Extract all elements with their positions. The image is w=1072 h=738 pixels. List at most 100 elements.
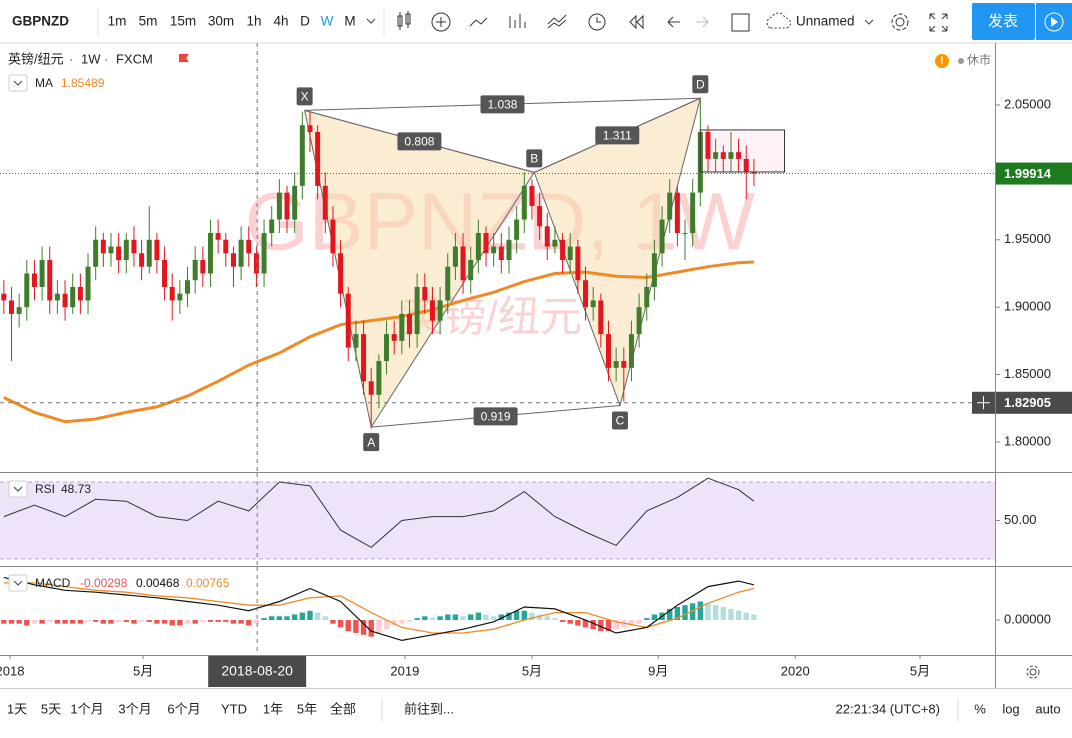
macd-pane [1, 576, 757, 642]
histogram-bar [115, 619, 122, 622]
symbol[interactable]: GBPNZD [12, 14, 69, 29]
histogram-bar [238, 619, 244, 624]
rsi-legend-name: RSI [35, 482, 55, 496]
candle-body [70, 286, 76, 308]
candle-body [605, 334, 611, 368]
replay-icon[interactable] [629, 14, 644, 30]
interval[interactable]: M [344, 14, 355, 29]
histogram-bar [521, 610, 527, 620]
histogram-bar [54, 619, 61, 624]
ratio-box [473, 407, 518, 426]
collapse-button[interactable] [8, 480, 28, 498]
histogram-bar [62, 619, 68, 624]
histogram-bar [269, 616, 275, 620]
publish-button[interactable] [972, 3, 1035, 40]
collapse-button[interactable] [8, 74, 28, 92]
collapse-button[interactable] [8, 574, 28, 592]
histogram-bar [468, 614, 474, 620]
range-button[interactable]: 5年 [297, 701, 317, 716]
scale-option[interactable]: auto [1035, 701, 1060, 716]
candle-body [743, 158, 749, 173]
range-button[interactable]: 1年 [263, 701, 283, 716]
histogram-bar [689, 603, 696, 620]
expand-icon[interactable] [929, 13, 948, 32]
histogram-bar [330, 619, 336, 624]
scale-option[interactable]: % [974, 701, 986, 716]
interval[interactable]: 15m [170, 14, 196, 29]
undo-icon[interactable] [667, 16, 680, 28]
range-button[interactable]: 1天 [7, 701, 27, 716]
range-button[interactable]: 1个月 [70, 701, 103, 716]
histogram-bar [697, 601, 704, 620]
chart-type-icon[interactable] [397, 11, 411, 30]
candle-body [131, 239, 137, 254]
clock: 22:21:34 (UTC+8) [836, 701, 940, 716]
scale-option[interactable]: log [1002, 701, 1019, 716]
range-button[interactable]: 6个月 [167, 701, 200, 716]
candle-body [544, 226, 550, 247]
dropdown-icon[interactable] [864, 19, 874, 25]
candle-body [590, 300, 596, 308]
indicator-icon[interactable] [469, 17, 488, 27]
candle-body [200, 259, 206, 274]
histogram-bar [291, 614, 298, 620]
layout-name[interactable]: Unnamed [796, 14, 855, 29]
histogram-bar [552, 618, 558, 620]
dropdown-icon[interactable] [366, 18, 376, 24]
histogram-bar [276, 616, 283, 620]
candle-body [422, 286, 428, 301]
candle-body [406, 313, 412, 335]
compare-icon[interactable] [431, 12, 451, 32]
interval[interactable]: 5m [139, 14, 158, 29]
publish-label[interactable]: 发表 [988, 13, 1018, 30]
candle-body [192, 259, 198, 281]
financials-icon[interactable] [509, 14, 526, 28]
histogram-bar [284, 616, 290, 620]
macd-line [3, 576, 755, 642]
histogram-bar [314, 612, 321, 620]
goto-button[interactable]: 前往到... [404, 701, 454, 716]
alert-icon[interactable] [588, 13, 606, 31]
histogram-bar [31, 619, 38, 624]
histogram-bar [154, 619, 160, 624]
candle-body [16, 307, 22, 314]
candle-body [177, 293, 183, 301]
candle-body [47, 259, 53, 301]
histogram-bar [674, 607, 681, 620]
range-button[interactable]: 3个月 [118, 701, 151, 716]
interval-active[interactable]: W [321, 14, 334, 29]
histogram-bar [299, 612, 306, 620]
histogram-bar [598, 619, 604, 632]
settings-icon[interactable] [1026, 665, 1040, 679]
redo-icon[interactable] [696, 16, 709, 28]
crosshair-date-box [208, 656, 307, 687]
candle-body [223, 239, 229, 254]
histogram-bar [605, 619, 612, 632]
status-icon[interactable] [935, 54, 949, 68]
histogram-bar [92, 619, 99, 622]
histogram-bar [246, 619, 252, 626]
histogram-bar [728, 608, 734, 620]
interval[interactable]: D [300, 14, 310, 29]
histogram-bar [590, 619, 596, 630]
histogram-bar [475, 612, 482, 620]
histogram-bar [253, 619, 260, 624]
candle-body [537, 206, 543, 227]
range-button[interactable]: YTD [221, 701, 247, 716]
candle-body [185, 280, 191, 294]
last-price-box [996, 162, 1072, 185]
histogram-bar [544, 616, 550, 620]
range-button[interactable]: 全部 [330, 701, 356, 716]
range-button[interactable]: 5天 [41, 701, 61, 716]
fullscreen-toggle[interactable] [731, 13, 750, 32]
interval[interactable]: 1h [246, 14, 261, 29]
cloud-icon[interactable] [766, 12, 792, 29]
interval[interactable]: 4h [273, 14, 288, 29]
candle-body [253, 253, 259, 274]
templates-icon[interactable] [547, 14, 567, 29]
interval[interactable]: 30m [208, 14, 234, 29]
interval[interactable]: 1m [108, 14, 127, 29]
histogram-bar [414, 618, 420, 620]
settings-icon[interactable] [891, 13, 909, 31]
flag-icon[interactable] [179, 54, 189, 62]
